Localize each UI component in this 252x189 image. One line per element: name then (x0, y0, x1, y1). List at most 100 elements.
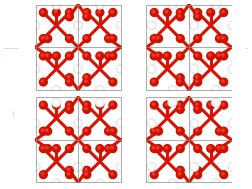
Circle shape (178, 172, 181, 175)
Circle shape (76, 121, 78, 123)
Circle shape (67, 107, 70, 110)
Circle shape (85, 129, 87, 132)
Circle shape (220, 127, 228, 135)
Circle shape (150, 9, 158, 16)
Circle shape (118, 66, 123, 72)
Circle shape (67, 168, 70, 171)
Circle shape (97, 87, 100, 90)
Circle shape (76, 164, 81, 169)
Circle shape (155, 35, 163, 43)
Circle shape (105, 35, 112, 43)
Circle shape (96, 9, 104, 16)
Circle shape (222, 172, 224, 175)
Circle shape (39, 101, 47, 109)
Circle shape (85, 168, 87, 171)
Circle shape (168, 179, 177, 188)
Circle shape (222, 146, 224, 149)
Circle shape (33, 23, 38, 28)
Circle shape (66, 74, 73, 82)
Circle shape (178, 146, 181, 149)
Circle shape (109, 101, 117, 109)
Circle shape (196, 172, 198, 175)
Circle shape (217, 54, 220, 56)
Circle shape (85, 103, 87, 105)
Circle shape (213, 181, 216, 183)
Circle shape (192, 66, 197, 72)
Circle shape (118, 164, 123, 169)
Circle shape (111, 54, 113, 56)
Circle shape (54, 87, 59, 92)
Circle shape (118, 23, 121, 26)
Circle shape (220, 35, 228, 43)
Circle shape (230, 164, 235, 169)
Circle shape (116, 65, 125, 73)
Circle shape (168, 98, 177, 107)
Circle shape (228, 119, 237, 128)
Circle shape (54, 181, 56, 183)
Circle shape (83, 127, 91, 135)
Circle shape (76, 164, 78, 167)
Circle shape (230, 23, 232, 26)
Circle shape (31, 65, 40, 73)
Circle shape (207, 145, 215, 153)
Circle shape (178, 129, 181, 132)
Circle shape (194, 78, 202, 86)
Circle shape (220, 145, 228, 153)
Circle shape (83, 52, 91, 60)
Circle shape (118, 23, 123, 28)
Circle shape (74, 21, 82, 30)
Circle shape (111, 10, 113, 13)
Circle shape (96, 145, 104, 153)
Circle shape (33, 66, 36, 69)
Circle shape (194, 9, 202, 16)
Circle shape (176, 127, 184, 135)
Circle shape (196, 103, 198, 105)
Circle shape (170, 100, 172, 102)
Circle shape (76, 121, 81, 126)
Circle shape (220, 9, 228, 16)
Circle shape (54, 146, 57, 149)
Circle shape (83, 35, 91, 43)
Circle shape (54, 10, 57, 13)
Circle shape (215, 35, 223, 43)
Circle shape (52, 179, 61, 188)
Circle shape (83, 101, 91, 109)
Circle shape (83, 9, 91, 16)
Circle shape (215, 145, 223, 153)
Circle shape (209, 54, 211, 56)
Circle shape (52, 145, 60, 153)
Circle shape (54, 2, 59, 7)
Circle shape (213, 100, 216, 102)
Circle shape (194, 35, 202, 43)
Circle shape (168, 0, 177, 9)
Circle shape (178, 54, 181, 56)
Circle shape (33, 164, 36, 167)
Circle shape (170, 2, 175, 7)
Circle shape (97, 181, 103, 186)
Circle shape (165, 103, 168, 105)
Circle shape (116, 21, 125, 30)
Circle shape (222, 10, 224, 13)
Circle shape (209, 10, 211, 13)
Circle shape (178, 36, 181, 39)
Circle shape (194, 145, 202, 153)
Circle shape (217, 36, 220, 39)
Circle shape (85, 107, 87, 110)
Circle shape (194, 166, 202, 174)
Circle shape (98, 10, 100, 13)
Circle shape (66, 105, 73, 113)
Circle shape (149, 66, 154, 72)
Circle shape (190, 163, 199, 171)
Circle shape (85, 10, 87, 13)
Circle shape (41, 146, 44, 149)
Circle shape (109, 171, 117, 179)
Circle shape (116, 119, 125, 128)
Circle shape (85, 80, 87, 82)
Circle shape (149, 121, 152, 123)
Circle shape (194, 101, 202, 109)
Circle shape (152, 103, 155, 105)
Circle shape (41, 129, 44, 132)
Circle shape (83, 166, 91, 174)
Circle shape (67, 80, 70, 82)
Circle shape (194, 127, 202, 135)
